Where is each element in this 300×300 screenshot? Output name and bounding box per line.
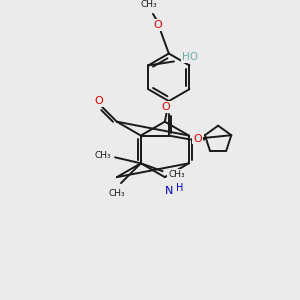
Text: N: N: [165, 186, 173, 196]
Text: O: O: [94, 96, 103, 106]
Text: CH₃: CH₃: [141, 1, 157, 10]
Text: CH₃: CH₃: [95, 151, 112, 160]
Text: CH₃: CH₃: [109, 188, 125, 197]
Text: HO: HO: [182, 52, 198, 62]
Text: O: O: [161, 102, 170, 112]
Text: O: O: [193, 134, 202, 143]
Text: H: H: [176, 183, 183, 193]
Text: O: O: [154, 20, 162, 30]
Text: CH₃: CH₃: [168, 170, 185, 179]
